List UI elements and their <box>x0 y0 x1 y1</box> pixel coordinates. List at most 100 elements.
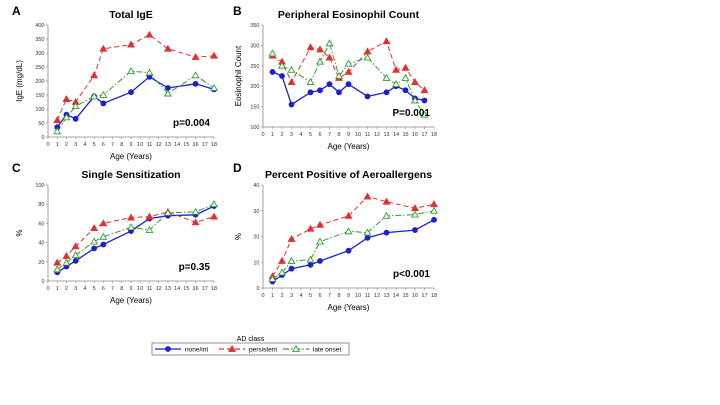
data-point <box>336 89 342 96</box>
data-point <box>420 86 429 94</box>
data-point <box>62 251 71 259</box>
data-point <box>411 78 419 85</box>
x-tick-label: 8 <box>120 286 123 292</box>
y-axis-label: IgE (mg/dL) <box>15 60 24 102</box>
data-point <box>278 268 286 276</box>
x-tick-label: 17 <box>421 132 427 138</box>
data-point <box>306 78 315 85</box>
data-point <box>402 87 409 94</box>
data-point <box>316 45 324 53</box>
data-point <box>382 73 391 81</box>
data-point <box>317 87 323 94</box>
x-axis-label: Age (Years) <box>110 152 152 161</box>
x-tick-label: 15 <box>183 142 189 148</box>
data-point <box>99 90 108 98</box>
x-tick-label: 7 <box>328 132 331 138</box>
x-tick-label: 5 <box>309 132 312 138</box>
legend-marker <box>228 344 236 352</box>
data-point <box>191 218 200 226</box>
x-tick-label: 5 <box>309 293 312 299</box>
data-point <box>278 256 286 264</box>
x-tick-label: 6 <box>318 132 321 138</box>
y-tick-label: 0 <box>41 279 44 285</box>
x-tick-label: 15 <box>402 132 408 138</box>
p-value-label: p<0.001 <box>393 269 430 280</box>
data-point <box>411 210 419 218</box>
y-tick-label: 300 <box>35 51 44 57</box>
data-point <box>392 65 400 73</box>
data-point <box>335 71 343 79</box>
legend-label: persistent <box>249 346 277 353</box>
x-tick-label: 11 <box>147 142 153 148</box>
panel-letter: B <box>233 4 242 18</box>
series-line-late-onset <box>272 42 425 116</box>
data-point <box>191 71 200 79</box>
data-point <box>345 81 352 88</box>
data-point <box>99 232 108 240</box>
x-tick-label: 8 <box>120 142 123 148</box>
data-point <box>210 212 218 220</box>
y-axis-label: % <box>234 233 243 240</box>
data-point <box>100 100 107 107</box>
data-point <box>363 47 372 55</box>
series-line-none-int <box>272 71 425 106</box>
x-tick-label: 6 <box>102 142 105 148</box>
x-tick-label: 17 <box>202 286 208 292</box>
series-line-none-int <box>56 76 215 128</box>
y-tick-label: 350 <box>35 37 44 43</box>
legend-label: late onset <box>313 346 341 353</box>
y-tick-label: 100 <box>35 107 44 113</box>
x-tick-label: 11 <box>365 132 371 138</box>
x-tick-label: 4 <box>299 293 302 299</box>
data-point <box>401 73 410 81</box>
data-point <box>325 39 334 47</box>
data-point <box>71 102 80 110</box>
x-axis-label: Age (Years) <box>110 296 152 305</box>
data-point <box>383 89 390 96</box>
data-point <box>287 65 296 73</box>
data-point <box>163 89 172 97</box>
data-point <box>288 101 295 108</box>
data-point <box>191 53 200 61</box>
data-point <box>412 227 418 233</box>
y-tick-label: 60 <box>38 221 44 227</box>
x-tick-label: 18 <box>211 286 217 292</box>
data-point <box>71 250 80 258</box>
series-line-persistent <box>272 196 435 277</box>
data-point <box>307 261 314 268</box>
x-tick-label: 14 <box>174 142 180 148</box>
y-tick-label: 40 <box>253 183 259 189</box>
y-tick-label: 200 <box>35 79 44 85</box>
y-tick-label: 250 <box>250 64 259 70</box>
x-tick-label: 2 <box>65 286 68 292</box>
data-point <box>72 257 79 264</box>
data-point <box>53 265 62 273</box>
p-value-label: p=0.35 <box>179 262 211 273</box>
data-point <box>163 44 172 52</box>
x-tick-label: 7 <box>111 286 114 292</box>
data-point <box>90 224 99 232</box>
series-line-none-int <box>272 219 435 283</box>
x-tick-label: 15 <box>402 293 408 299</box>
data-point <box>307 89 314 96</box>
legend-title: AD class <box>237 336 265 343</box>
x-tick-label: 12 <box>156 142 162 148</box>
data-point <box>127 223 135 231</box>
data-point <box>62 95 71 103</box>
data-point <box>317 258 323 264</box>
data-point <box>316 237 324 245</box>
data-point <box>316 220 324 228</box>
data-point <box>99 44 108 52</box>
data-point <box>382 37 391 45</box>
data-point <box>430 206 438 214</box>
data-point <box>287 256 296 264</box>
legend-label: none/int <box>185 346 208 353</box>
data-point <box>100 241 107 248</box>
x-tick-label: 17 <box>202 142 208 148</box>
data-point <box>278 61 286 69</box>
x-axis-label: Age (Years) <box>328 303 370 312</box>
x-tick-label: 10 <box>355 293 361 299</box>
x-tick-label: 2 <box>280 132 283 138</box>
y-tick-label: 20 <box>38 260 44 266</box>
